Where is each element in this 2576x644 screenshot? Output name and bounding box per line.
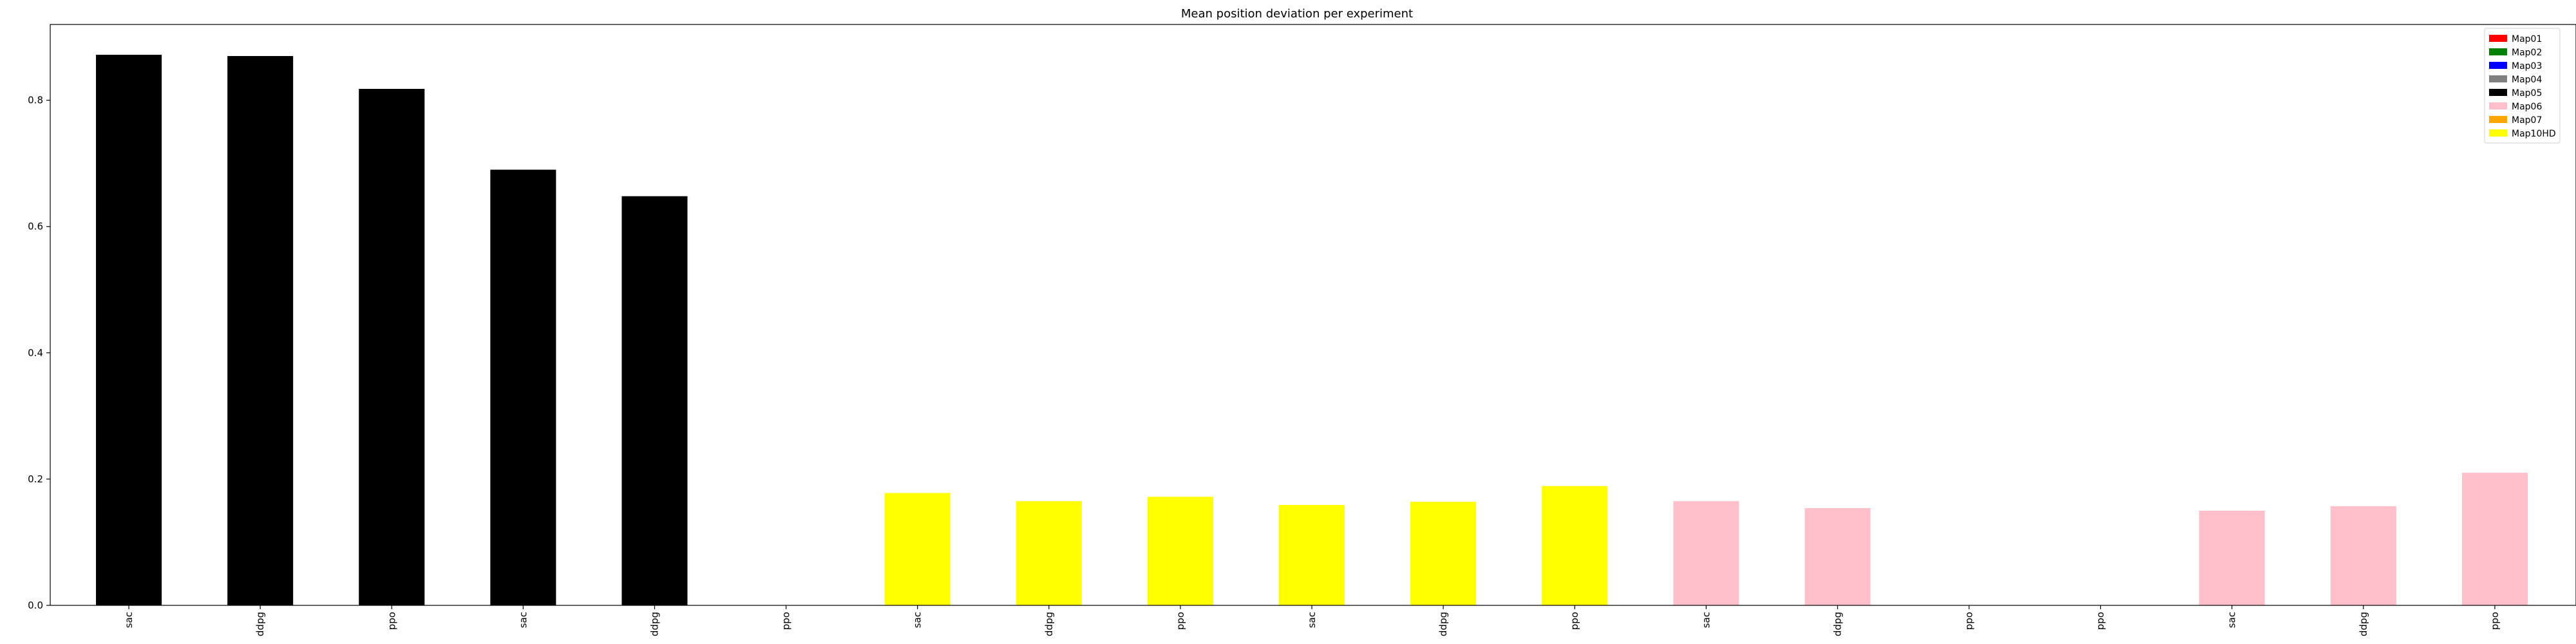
legend-swatch (2489, 35, 2507, 42)
legend-label: Map03 (2512, 61, 2542, 71)
x-tick-label: ddpg (1043, 612, 1055, 636)
bar-12 (1673, 501, 1739, 605)
legend-label: Map10HD (2512, 129, 2556, 139)
legend: Map01 Map02 Map03 Map04 Map05 Map06 Map07 Map10… (2484, 28, 2561, 144)
x-tick-label: ppo (2489, 612, 2501, 630)
y-tick-label: 0.2 (28, 473, 43, 485)
bar-8 (1147, 497, 1213, 605)
bar-11 (1542, 486, 1608, 605)
x-tick-label: ppo (386, 612, 397, 630)
bar-9 (1278, 505, 1345, 605)
x-axis: sac ddpg ppo sac ddpg ppo sac ddpg ppo sac ddpg ppo… (123, 605, 2501, 636)
legend-swatch (2489, 89, 2507, 96)
legend-swatch (2489, 102, 2507, 109)
x-tick-label: sac (1700, 612, 1712, 628)
legend-swatch (2489, 116, 2507, 123)
x-tick-label: ppo (2095, 612, 2107, 630)
x-tick-label: sac (517, 612, 529, 628)
bar-2 (359, 89, 425, 606)
bar-10 (1410, 502, 1477, 605)
legend-label: Map07 (2512, 115, 2542, 126)
bar-13 (1804, 508, 1871, 605)
x-tick-label: ddpg (254, 612, 266, 636)
legend-swatch (2489, 48, 2507, 55)
x-tick-label: ddpg (2358, 612, 2369, 636)
legend-swatch (2489, 62, 2507, 69)
legend-label: Map02 (2512, 48, 2542, 58)
plot-frame (50, 24, 2576, 606)
x-tick-label: ppo (1964, 612, 1975, 630)
legend-label: Map04 (2512, 75, 2542, 85)
y-tick-label: 0.8 (28, 95, 43, 106)
x-tick-label: sac (1306, 612, 1318, 628)
legend-swatch (2489, 75, 2507, 82)
legend-label: Map06 (2512, 102, 2542, 112)
chart-title: Mean position deviation per experiment (1181, 7, 1413, 21)
legend-swatch (2489, 129, 2507, 137)
bar-1 (227, 56, 294, 606)
bar-6 (884, 493, 951, 605)
y-axis: 0.0 0.2 0.4 0.6 0.8 (28, 95, 50, 611)
x-tick-label: sac (912, 612, 923, 628)
legend-box (2484, 28, 2561, 144)
x-tick-label: ppo (1175, 612, 1186, 630)
x-tick-label: ddpg (1832, 612, 1843, 636)
y-tick-label: 0.0 (28, 600, 43, 611)
x-tick-label: ddpg (649, 612, 660, 636)
x-tick-label: ddpg (1437, 612, 1449, 636)
x-tick-label: ppo (1569, 612, 1580, 630)
legend-label: Map05 (2512, 88, 2542, 99)
y-tick-label: 0.6 (28, 221, 43, 232)
x-tick-label: sac (2226, 612, 2238, 628)
bar-7 (1016, 501, 1082, 605)
bar-3 (490, 169, 556, 605)
bar-18 (2461, 473, 2528, 605)
bars (96, 55, 2528, 606)
bar-4 (621, 196, 688, 606)
y-tick-label: 0.4 (28, 347, 43, 359)
bar-17 (2330, 506, 2396, 605)
x-tick-label: ppo (781, 612, 792, 630)
bar-0 (96, 55, 162, 606)
legend-label: Map01 (2512, 34, 2542, 44)
bar-16 (2199, 510, 2265, 605)
x-tick-label: sac (123, 612, 135, 628)
